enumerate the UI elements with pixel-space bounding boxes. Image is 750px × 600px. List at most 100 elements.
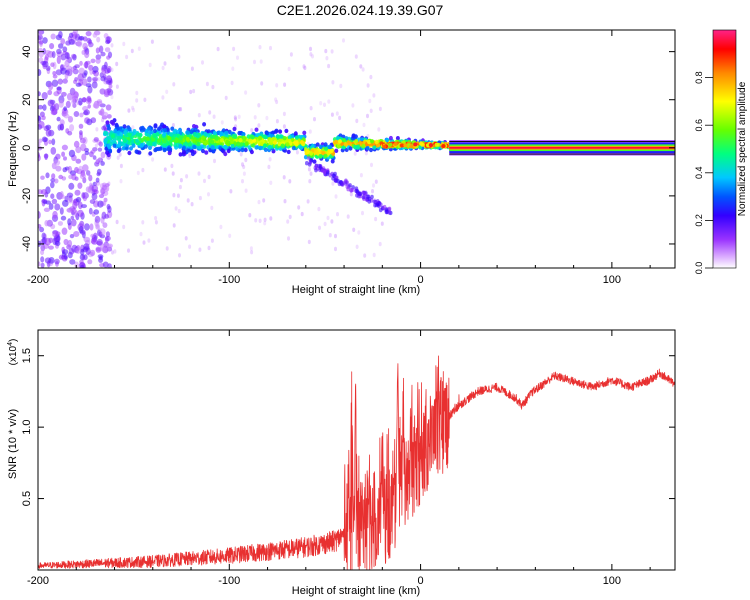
spectrogram-cell [78,123,84,129]
spectrogram-cell [210,145,215,150]
spectrogram-cell [309,151,314,156]
spectrogram-cell [98,46,102,52]
spectrogram-cell [122,138,127,143]
spectrogram-cell [100,51,106,57]
spectrogram-cell [399,143,405,148]
spectrogram-cell [38,104,44,110]
spectrogram-cell [285,142,290,147]
spectrogram-cell [104,61,108,70]
spectrogram-cell [95,57,101,64]
spectrogram-cell [219,224,223,230]
spectrogram-cell [148,145,152,150]
spectrogram-cell [73,111,80,117]
spectrogram-cell [55,153,61,160]
spectrogram-cell [48,82,54,91]
spectrogram-cell [102,111,109,118]
spectrogram-cell [365,146,370,151]
spectrogram-cell [330,159,335,164]
spectrogram-cell [345,184,350,189]
spectrogram-cell [259,141,264,147]
spectrogram-cell [74,77,78,82]
spectrogram-cell [409,144,414,149]
spectrogram-cell [241,162,244,167]
spectrogram-cell [188,141,193,147]
spectrogram-cell [48,245,54,250]
spectrogram-cell [358,191,363,197]
spectrogram-cell [90,58,96,64]
spectrogram-cell [74,189,81,196]
spectrogram-cell [309,46,312,52]
spectrogram-cell [75,82,82,87]
spectrogram-cell [257,123,261,128]
spectrogram-cell [288,179,292,184]
spectrogram-cell [111,121,116,126]
spectrogram-cell [231,66,235,71]
spectrogram-cell [299,145,304,150]
spectrogram-cell [87,76,92,83]
spectrogram-cell [157,138,162,143]
spectrogram-cell [63,106,67,112]
snr-multiplier: (x104) [7,339,19,366]
spectrogram-cell [97,147,103,152]
spectrogram-cell [286,219,290,224]
spectrogram-xtick-label: 100 [603,274,621,286]
spectrogram-cell [374,216,378,222]
spectrogram-cell [64,72,69,80]
spectrogram-cell [104,236,109,243]
spectrogram-cell [178,143,183,149]
spectrogram-cell [57,221,64,226]
spectrogram-cell [163,61,167,66]
snr-series-line [38,355,675,570]
spectrogram-cell [135,98,139,103]
spectrogram-cell [330,112,334,117]
spectrogram-cell [44,153,48,160]
spectrogram-cell [38,138,43,143]
spectrogram-cell [68,174,73,180]
spectrogram-cell [53,178,59,184]
spectrogram-cell [67,207,72,213]
spectrogram-cell [307,239,311,245]
spectrogram-cell [223,151,228,157]
spectrogram-cell [57,78,63,85]
spectrogram-cell [104,137,108,143]
spectrogram-cell [242,171,246,176]
spectrogram-cell [120,141,125,146]
spectrogram-cell [354,139,359,144]
spectrogram-cell [51,138,56,146]
snr-axes: -200 -100 0 100 0.5 1.0 1.5 [21,330,675,587]
spectrogram-cell [403,143,408,148]
spectrogram-cell [208,110,212,115]
spectrogram-xlabel: Height of straight line (km) [292,284,420,296]
spectrogram-cell [334,148,339,153]
spectrogram-cell [141,220,145,225]
spectrogram-cell [98,157,101,162]
spectrogram-cell [74,210,79,218]
spectrogram-cell [240,147,245,153]
spectrogram-cell [206,133,211,138]
spectrogram-cell [330,219,334,224]
spectrogram-cell [268,138,273,144]
spectrogram-cell [101,117,105,123]
spectrogram-cell [172,129,177,135]
spectrogram-cell [72,54,77,61]
spectrogram-cell [38,261,41,267]
spectrogram-cell [333,178,338,183]
spectrogram-cell [79,137,86,144]
spectrogram-cell [302,130,307,135]
spectrogram-cell [64,60,70,67]
spectrogram-cell [359,64,363,69]
spectrogram-cell [40,175,45,180]
spectrogram-cell [293,140,298,145]
spectrogram-cell [288,214,292,220]
spectrogram-cell [177,54,181,59]
colorbar-gradient [712,29,737,269]
carrier-band [449,147,675,149]
spectrogram-cell [38,224,42,229]
spectrogram-cell [47,99,54,107]
spectrogram-cell [117,137,122,142]
spectrogram-cell [165,89,169,95]
spectrogram-cell [38,91,41,97]
spectrogram-cell [355,145,360,150]
spectrogram-cell [169,132,174,137]
spectrogram-cell [44,257,52,264]
